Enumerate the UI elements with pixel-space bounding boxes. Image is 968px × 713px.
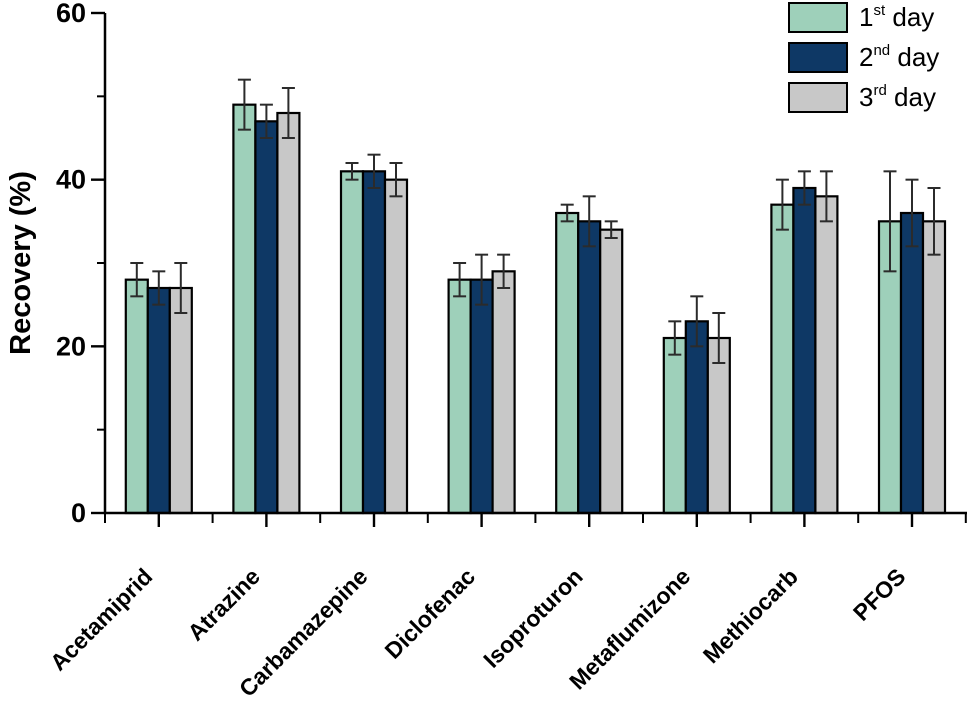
bar-isoproturon-2nd-day xyxy=(577,220,602,515)
bar-pfos-2nd-day xyxy=(899,211,925,515)
bar-diclofenac-1st-day xyxy=(447,278,472,515)
legend-label-rest: day xyxy=(890,42,940,72)
bar-pfos-3rd-day xyxy=(921,220,947,515)
legend-item-day3: 3rd day xyxy=(788,81,939,113)
y-tick-label: 0 xyxy=(71,498,86,528)
legend-label-day1: 1st day xyxy=(859,2,934,32)
y-tick-label: 20 xyxy=(56,331,86,361)
legend-swatch-day3 xyxy=(788,81,848,113)
y-tick-label: 40 xyxy=(56,165,86,195)
bar-atrazine-1st-day xyxy=(232,103,257,515)
legend-label-day2: 2nd day xyxy=(859,42,939,72)
category-label-diclofenac: Diclofenac xyxy=(379,563,480,664)
legend-item-day1: 1st day xyxy=(788,1,939,33)
legend-swatch-day2 xyxy=(788,41,848,73)
bar-carbamazepine-2nd-day xyxy=(361,170,387,515)
bar-metaflumizone-2nd-day xyxy=(684,320,709,515)
legend-label-rest: day xyxy=(885,2,935,32)
legend: 1st day 2nd day 3rd day xyxy=(788,1,939,113)
category-label-methiocarb: Methiocarb xyxy=(698,563,803,668)
legend-label-num: 1 xyxy=(859,2,874,32)
bar-atrazine-2nd-day xyxy=(254,120,279,515)
bar-acetamiprid-1st-day xyxy=(124,278,149,515)
category-label-pfos: PFOS xyxy=(848,563,911,626)
legend-label-sup: rd xyxy=(873,82,887,100)
bar-methiocarb-3rd-day xyxy=(814,195,839,515)
bar-diclofenac-2nd-day xyxy=(469,278,494,515)
legend-label-day3: 3rd day xyxy=(859,82,936,112)
category-label-atrazine: Atrazine xyxy=(182,563,265,646)
legend-label-rest: day xyxy=(886,82,936,112)
legend-label-num: 2 xyxy=(859,42,874,72)
y-tick-label: 60 xyxy=(56,0,86,28)
legend-swatch-day1 xyxy=(788,1,848,33)
bar-carbamazepine-1st-day xyxy=(339,170,365,515)
bar-metaflumizone-3rd-day xyxy=(706,336,731,515)
category-label-acetamiprid: Acetamiprid xyxy=(45,563,157,675)
bar-isoproturon-3rd-day xyxy=(599,228,624,515)
category-label-isoproturon: Isoproturon xyxy=(478,563,588,673)
y-axis-title: Recovery (%) xyxy=(5,171,37,355)
bar-diclofenac-3rd-day xyxy=(491,270,516,515)
bar-atrazine-3rd-day xyxy=(276,111,301,515)
bar-methiocarb-1st-day xyxy=(770,203,795,515)
bar-acetamiprid-2nd-day xyxy=(146,286,171,515)
bar-metaflumizone-1st-day xyxy=(662,336,687,515)
legend-label-sup: st xyxy=(873,2,886,20)
bar-isoproturon-1st-day xyxy=(555,211,580,515)
legend-label-sup: nd xyxy=(873,42,891,60)
legend-item-day2: 2nd day xyxy=(788,41,939,73)
bar-carbamazepine-3rd-day xyxy=(383,178,409,515)
bar-acetamiprid-3rd-day xyxy=(168,286,193,515)
bar-methiocarb-2nd-day xyxy=(792,186,817,515)
legend-label-num: 3 xyxy=(859,82,874,112)
